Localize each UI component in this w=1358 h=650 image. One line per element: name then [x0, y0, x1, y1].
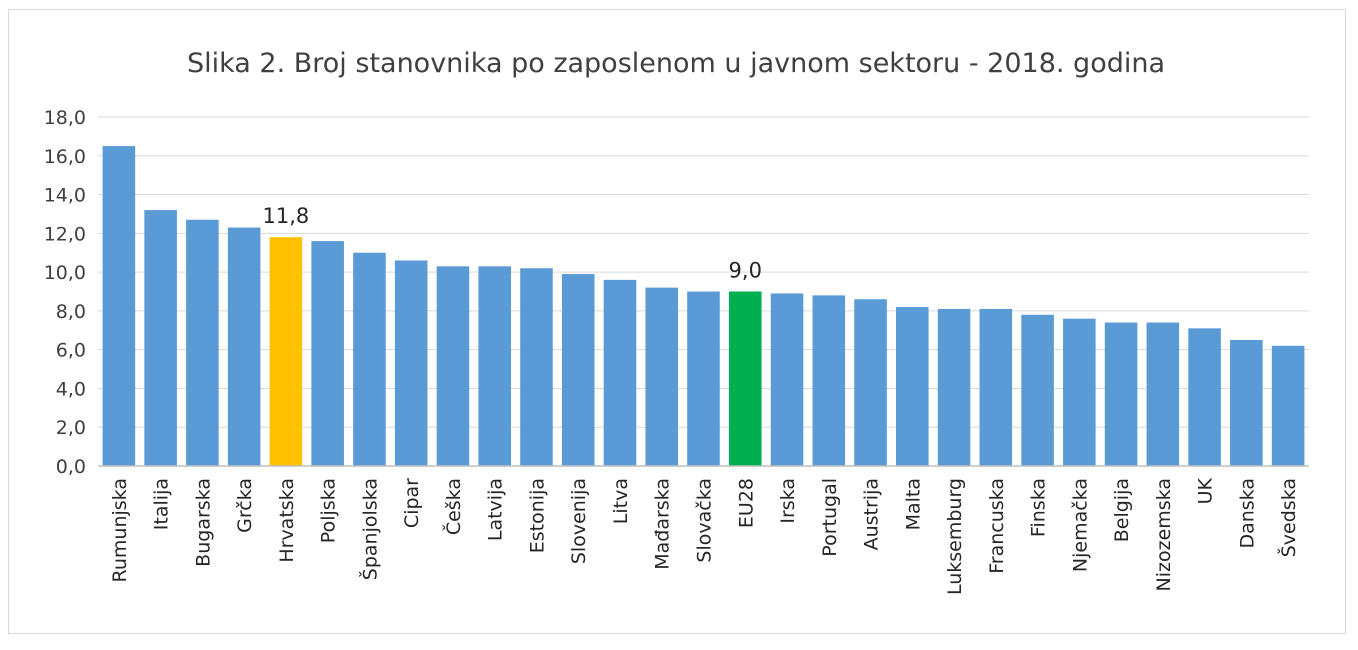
x-category-label: Češka	[441, 478, 465, 535]
x-category-label: Poljska	[318, 478, 340, 543]
bar-švedska	[1271, 345, 1305, 466]
x-category-label: Luksemburg	[944, 478, 966, 595]
bar-latvija	[478, 266, 511, 466]
y-tick-label: 10,0	[44, 262, 86, 284]
bar-slovačka	[687, 291, 720, 466]
bar-estonija	[520, 268, 553, 466]
bars	[102, 146, 1305, 467]
x-category-label: Austrija	[861, 478, 883, 550]
bar-cipar	[394, 260, 428, 466]
bar-eu28	[728, 291, 762, 466]
y-tick-label: 16,0	[44, 146, 86, 168]
data-label-hrvatska: 11,8	[263, 204, 310, 228]
bar-slovenija	[561, 274, 595, 466]
x-category-label: Finska	[1028, 478, 1050, 537]
y-tick-label: 12,0	[44, 223, 86, 245]
bar-grčka	[227, 227, 261, 466]
data-labels: 11,8 9,0	[263, 204, 762, 282]
x-category-label: Slovačka	[694, 478, 716, 563]
x-category-label: Nizozemska	[1153, 478, 1175, 591]
x-category-label: Latvija	[485, 478, 507, 541]
chart-title: Slika 2. Broj stanovnika po zaposlenom u…	[187, 48, 1165, 79]
bar-belgija	[1104, 322, 1138, 466]
bar-danska	[1230, 339, 1263, 466]
x-category-label: Malta	[902, 478, 924, 530]
x-category-label: Estonija	[526, 478, 548, 553]
y-tick-label: 0,0	[56, 456, 86, 478]
bar-hrvatska	[269, 237, 303, 466]
y-tick-label: 14,0	[44, 185, 86, 207]
x-category-label: Cipar	[401, 478, 423, 528]
x-category-label: Portugal	[819, 478, 841, 557]
y-axis-tick-labels: 0,0 2,0 4,0 6,0 8,0 10,0 12,0 14,0 16,0 18,0	[44, 107, 86, 478]
x-category-label: Rumunjska	[109, 478, 131, 582]
bar-češka	[436, 266, 470, 466]
bar-uk	[1188, 328, 1221, 466]
bar-luksemburg	[937, 308, 971, 466]
bar-litva	[603, 279, 637, 466]
bar-mađarska	[645, 287, 679, 466]
data-label-eu28: 9,0	[729, 259, 762, 283]
x-category-label: Bugarska	[192, 478, 214, 567]
bar-italija	[144, 210, 177, 466]
x-category-label: Irska	[777, 478, 799, 524]
bar-rumunjska	[102, 146, 136, 467]
bar-chart: Slika 2. Broj stanovnika po zaposlenom u…	[44, 48, 1309, 595]
x-category-label: UK	[1195, 477, 1217, 504]
y-tick-label: 4,0	[56, 378, 86, 400]
x-category-label: Slovenija	[568, 478, 590, 564]
bar-portugal	[812, 295, 846, 466]
bar-finska	[1021, 314, 1054, 466]
x-category-label: Mađarska	[652, 478, 674, 570]
x-category-label: Danska	[1236, 478, 1258, 549]
bar-bugarska	[186, 219, 219, 466]
bar-irska	[770, 293, 804, 466]
y-tick-label: 8,0	[56, 301, 86, 323]
bar-njemačka	[1063, 318, 1096, 466]
x-category-label: Hrvatska	[276, 478, 298, 563]
x-category-label: Belgija	[1111, 478, 1133, 542]
x-category-label: Francuska	[986, 478, 1008, 574]
x-category-label: Litva	[610, 478, 632, 524]
x-category-label: Španjolska	[357, 478, 381, 580]
x-axis-category-labels: Rumunjska Italija Bugarska Grčka Hrvatska Pol…	[109, 477, 1300, 595]
x-category-label: Švedska	[1276, 478, 1300, 557]
x-category-label: EU28	[735, 478, 757, 528]
bar-austrija	[854, 299, 887, 466]
bar-nizozemska	[1146, 322, 1180, 466]
bar-poljska	[311, 241, 344, 466]
y-tick-label: 2,0	[56, 417, 86, 439]
x-category-label: Njemačka	[1069, 478, 1091, 572]
y-tick-label: 18,0	[44, 107, 86, 129]
bar-malta	[896, 307, 929, 466]
bar-francuska	[979, 308, 1013, 466]
bar-španjolska	[353, 252, 386, 466]
y-tick-label: 6,0	[56, 340, 86, 362]
x-category-label: Italija	[151, 478, 173, 530]
chart-frame: Slika 2. Broj stanovnika po zaposlenom u…	[8, 9, 1346, 634]
x-category-label: Grčka	[234, 478, 256, 533]
